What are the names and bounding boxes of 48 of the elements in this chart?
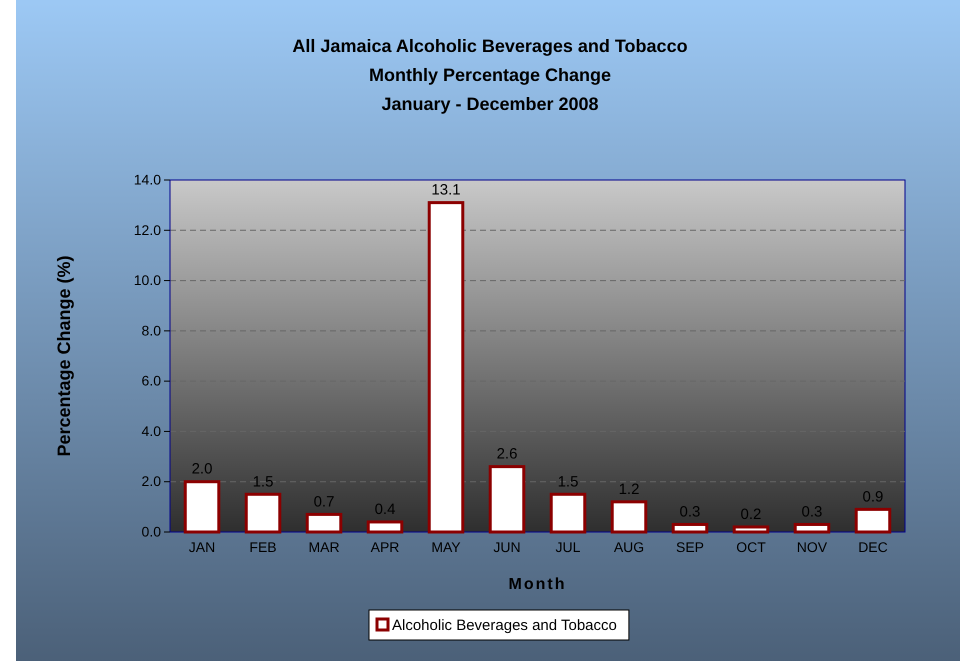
- bar: [244, 492, 282, 534]
- y-tick-label: 0.0: [142, 523, 162, 540]
- bar: [854, 508, 892, 534]
- bar: [672, 522, 708, 534]
- x-tick-label: SEP: [676, 538, 704, 555]
- x-tick-label: AUG: [614, 538, 644, 555]
- x-tick-label: DEC: [858, 538, 888, 555]
- x-tick-label: APR: [370, 538, 400, 555]
- data-label: 1.2: [618, 480, 640, 498]
- y-axis-title: Percentage Change (%): [54, 255, 74, 457]
- y-tick-label: 14.0: [134, 171, 162, 188]
- data-label: 0.3: [680, 503, 700, 520]
- data-label: 0.7: [314, 493, 334, 510]
- x-axis-title: Month: [508, 576, 566, 593]
- data-label: 0.3: [802, 503, 822, 520]
- y-tick-label: 4.0: [142, 422, 162, 439]
- chart-title: All Jamaica Alcoholic Beverages and Tobacco Monthly Percentage Change January - December 2008: [292, 36, 688, 114]
- data-label: 13.1: [431, 182, 461, 199]
- legend-label: Alcoholic Beverages and Tobacco: [392, 617, 617, 634]
- y-tick-label: 12.0: [134, 222, 162, 238]
- x-tick-label: FEB: [249, 538, 277, 555]
- data-label: 1.5: [252, 473, 274, 490]
- bar: [550, 492, 586, 534]
- y-tick-label: 8.0: [142, 322, 162, 338]
- bar: [366, 520, 404, 534]
- y-tick-label: 2.0: [142, 473, 162, 490]
- data-label: 0.9: [862, 488, 884, 506]
- x-tick-label: JUN: [493, 538, 521, 555]
- x-tick-label: MAY: [431, 538, 462, 555]
- x-tick-label: JAN: [188, 538, 216, 555]
- data-label: 0.2: [740, 506, 762, 523]
- bar: [610, 500, 648, 534]
- bar: [184, 480, 220, 534]
- x-tick-label: MAR: [308, 538, 340, 555]
- bar: [732, 525, 770, 534]
- y-tick-label: 10.0: [134, 272, 162, 288]
- bar: [488, 465, 526, 534]
- data-label: 0.4: [374, 500, 396, 518]
- bar: [306, 512, 342, 534]
- bar: [428, 201, 464, 534]
- x-tick-label: JUL: [556, 538, 581, 555]
- bar: [794, 522, 830, 534]
- x-tick-label: OCT: [736, 538, 766, 555]
- data-label: 2.0: [192, 460, 212, 478]
- y-tick-label: 6.0: [142, 372, 162, 389]
- data-label: 2.6: [496, 446, 518, 463]
- x-tick-label: NOV: [796, 538, 828, 555]
- data-label: 1.5: [558, 473, 578, 490]
